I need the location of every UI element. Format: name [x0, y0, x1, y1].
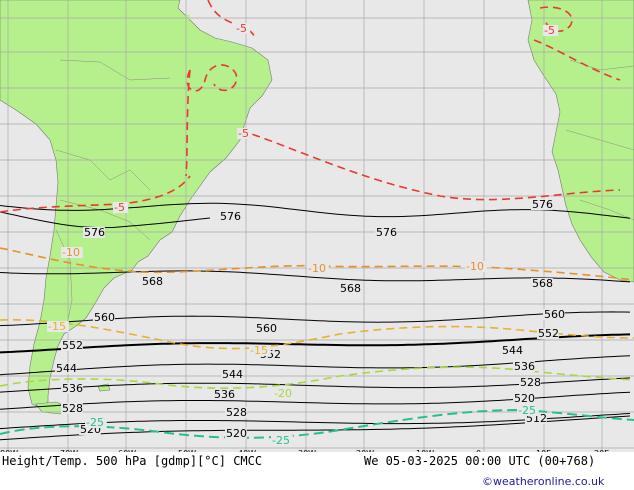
height-contour-label-bg: [513, 393, 535, 404]
temperature-contour-label: -5: [544, 24, 555, 37]
temperature-contour-label-bg: [47, 321, 69, 332]
temperature-contour-label: -15: [250, 344, 268, 357]
temperature-contour-label: -25: [518, 404, 536, 417]
height-contour-label-bg: [213, 389, 235, 400]
height-contour-label: 544: [502, 344, 523, 357]
height-contour-label-bg: [501, 345, 523, 356]
height-contour-label: 520: [226, 427, 247, 440]
temperature-contour-label-bg: [271, 435, 293, 446]
height-contour-label: 544: [222, 368, 243, 381]
height-contour-line: [0, 270, 631, 283]
height-contour-label: 544: [56, 362, 77, 375]
height-contour-label: 552: [538, 327, 559, 340]
height-contour-label: 560: [256, 322, 277, 335]
height-contour-label: 576: [84, 226, 105, 239]
height-contour-label: 528: [520, 376, 541, 389]
temperature-contour-label: -20: [274, 387, 292, 400]
height-contour-label-bg: [83, 227, 105, 238]
footer-background: [0, 452, 634, 490]
height-contour-label-bg: [543, 309, 565, 320]
height-contour-label-bg: [531, 278, 553, 289]
temperature-contour-label: -5: [236, 22, 247, 35]
land-island: [184, 14, 190, 20]
temperature-contour-label-bg: [517, 405, 539, 416]
height-contour-label: 552: [62, 339, 83, 352]
height-contour-label: 528: [62, 402, 83, 415]
contour-labels: 5765765765765685685685605605605525525525…: [47, 22, 565, 447]
height-contour-line: [0, 333, 631, 354]
temperature-contour-label-bg: [237, 128, 253, 139]
height-contour-label-bg: [221, 369, 243, 380]
temperature-contour-label: -10: [308, 262, 326, 275]
temperature-contour-label: -5: [114, 201, 125, 214]
land-africa: [527, 0, 634, 283]
height-contour-label: 536: [62, 382, 83, 395]
height-contour-label-bg: [537, 328, 559, 339]
height-contour-label: 576: [376, 226, 397, 239]
height-contour-label: 568: [142, 275, 163, 288]
temperature-contour-label-bg: [61, 247, 83, 258]
map-datetime: We 05-03-2025 00:00 UTC (00+768): [364, 454, 595, 468]
height-contour-label: 568: [340, 282, 361, 295]
height-contour-label: 560: [94, 311, 115, 324]
height-contour-label-bg: [219, 211, 241, 222]
height-contour-label: 576: [532, 198, 553, 211]
height-contour-label-bg: [339, 283, 361, 294]
temperature-contour-label: -25: [86, 416, 104, 429]
temperature-contour-label-bg: [113, 202, 129, 213]
height-contour-label-bg: [225, 428, 247, 439]
temperature-contour-label-bg: [235, 23, 251, 34]
height-contour-label: 520: [514, 392, 535, 405]
temperature-contour-label-bg: [307, 263, 329, 274]
temperature-contour-line: [186, 64, 238, 92]
temperature-contour-label-bg: [249, 345, 271, 356]
temperature-contour-label: -15: [48, 320, 66, 333]
temperature-contour-label: -10: [466, 260, 484, 273]
temperature-contour-line: [0, 366, 634, 389]
map-title: Height/Temp. 500 hPa [gdmp][°C] CMCC: [2, 454, 262, 468]
height-contour-label-bg: [519, 377, 541, 388]
temperature-contour-label: -25: [272, 434, 290, 447]
height-contour-label-bg: [525, 413, 547, 424]
lat-lon-grid: [0, 0, 634, 452]
height-contour-label-bg: [61, 383, 83, 394]
height-contour-label: 576: [220, 210, 241, 223]
height-contour-label: 528: [226, 406, 247, 419]
temperature-contour-label-bg: [273, 388, 295, 399]
height-contour-label: 536: [514, 360, 535, 373]
height-contour-label: 536: [214, 388, 235, 401]
height-contour-label: 560: [544, 308, 565, 321]
temperature-contour-label-bg: [543, 25, 559, 36]
credit-link[interactable]: ©weatheronline.co.uk: [482, 475, 605, 488]
temperature-contour-label: -10: [62, 246, 80, 259]
temperature-contour-line: [0, 319, 634, 350]
height-contour-label-bg: [513, 361, 535, 372]
height-contour-label-bg: [61, 403, 83, 414]
temperature-contour-label-bg: [465, 261, 487, 272]
height-contour-label-bg: [531, 199, 553, 210]
height-contour-label-bg: [225, 407, 247, 418]
height-contour-label-bg: [55, 363, 77, 374]
height-contour-label-bg: [61, 340, 83, 351]
height-contour-line: [0, 202, 631, 219]
height-contour-label-bg: [375, 227, 397, 238]
temperature-contour-label-bg: [85, 417, 107, 428]
temperature-contour-label: -5: [238, 127, 249, 140]
height-contour-label-bg: [79, 424, 101, 435]
height-contour-label-bg: [141, 276, 163, 287]
height-contour-label-bg: [255, 323, 277, 334]
height-contour-line: [0, 211, 211, 229]
height-contour-label: 568: [532, 277, 553, 290]
height-contour-label-bg: [93, 312, 115, 323]
